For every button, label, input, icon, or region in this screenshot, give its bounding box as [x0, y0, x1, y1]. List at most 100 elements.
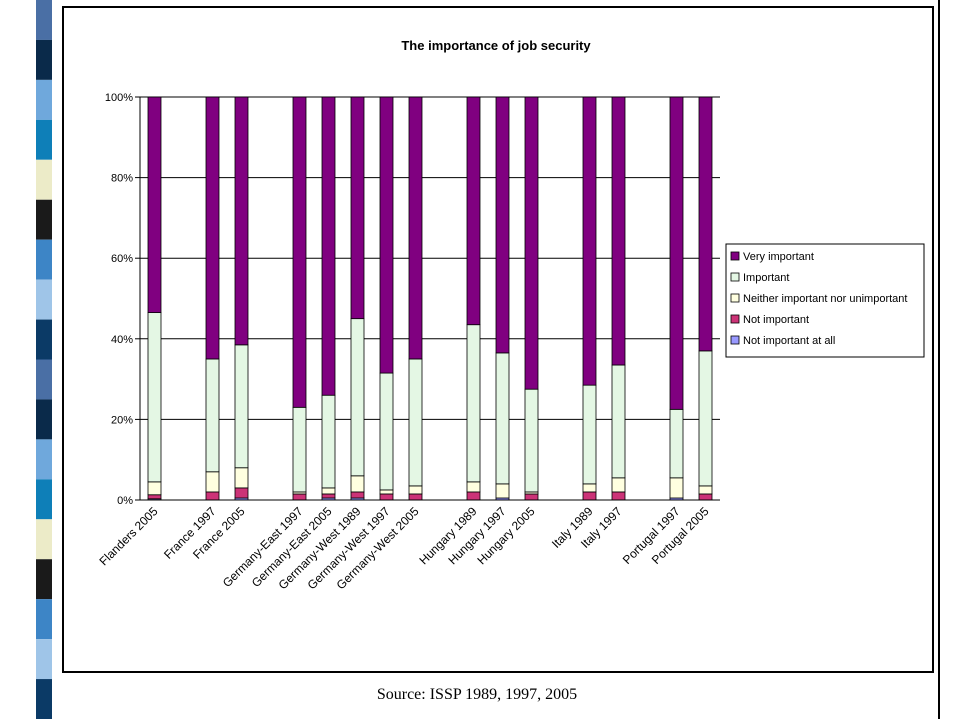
legend-swatch — [730, 251, 740, 261]
bar-segment — [350, 491, 365, 499]
bar-segment — [524, 388, 539, 493]
bar-segment — [466, 96, 481, 326]
legend-label: Very important — [743, 251, 814, 263]
bar-segment — [408, 493, 423, 501]
bar-segment — [234, 487, 249, 499]
source-caption: Source: ISSP 1989, 1997, 2005 — [376, 686, 578, 703]
legend-swatch — [730, 314, 740, 324]
y-tick-label: 60% — [111, 253, 133, 265]
y-tick-label: 40% — [111, 334, 133, 346]
strip-segment — [36, 479, 52, 520]
bar-segment — [321, 394, 336, 489]
bar-segment — [205, 471, 220, 493]
bar-segment — [147, 494, 162, 500]
strip-segment — [36, 199, 52, 240]
strip-segment — [36, 279, 52, 320]
legend-label: Not important — [743, 314, 809, 326]
legend-swatch — [730, 272, 740, 282]
strip-segment — [36, 79, 52, 120]
page-divider — [938, 0, 940, 719]
legend-swatch — [730, 335, 740, 345]
bar-segment — [292, 493, 307, 501]
strip-segment — [36, 679, 52, 719]
legend: Very important Important Neither important… — [725, 243, 925, 358]
strip-segment — [36, 599, 52, 640]
bar-segment — [379, 96, 394, 374]
y-tick-label: 80% — [111, 173, 133, 185]
bar-segment — [234, 344, 249, 469]
strip-segment — [36, 319, 52, 360]
bar-segment — [495, 352, 510, 485]
bar-segment — [582, 483, 597, 493]
bar-segment — [582, 491, 597, 501]
bar-segment — [524, 96, 539, 390]
bar-segment — [611, 364, 626, 479]
bar-segment — [698, 493, 713, 501]
legend-label: Not important at all — [743, 335, 835, 347]
bar-segment — [147, 96, 162, 314]
bar-segment — [611, 491, 626, 501]
bar-segment — [408, 485, 423, 495]
bars — [147, 96, 713, 501]
bar-segment — [408, 358, 423, 487]
strip-segment — [36, 39, 52, 80]
strip-blank — [0, 0, 36, 719]
x-tick-label: Flanders 2005 — [96, 504, 160, 568]
bar-segment — [669, 477, 684, 499]
legend-label: Important — [743, 272, 789, 284]
bar-segment — [350, 96, 365, 320]
bar-segment — [205, 358, 220, 473]
bar-segment — [379, 372, 394, 491]
bar-segment — [292, 96, 307, 408]
bar-segment — [205, 96, 220, 360]
bar-segment — [611, 477, 626, 493]
y-axis-ticks: 0% 20% 40% 60% 80% 100% — [105, 92, 140, 507]
bar-segment — [147, 312, 162, 483]
strip-segment — [36, 359, 52, 400]
bar-segment — [698, 96, 713, 352]
bar-segment — [147, 481, 162, 496]
y-tick-label: 0% — [117, 495, 133, 507]
bar-segment — [466, 481, 481, 493]
y-tick-label: 20% — [111, 414, 133, 426]
strip-segment — [36, 159, 52, 200]
stacked-bar-chart: The importance of job security 0% 20% 40% 6… — [96, 38, 925, 592]
bar-segment — [321, 96, 336, 396]
bar-segment — [495, 483, 510, 499]
bar-segment — [466, 324, 481, 483]
bar-segment — [698, 485, 713, 495]
strip-segment — [36, 239, 52, 280]
bar-segment — [379, 493, 394, 501]
legend-swatch — [730, 293, 740, 303]
strip-segment — [36, 119, 52, 160]
strip-segment — [36, 399, 52, 440]
strip-segment — [36, 639, 52, 680]
legend-label: Neither important nor unimportant — [743, 293, 907, 305]
bar-segment — [321, 487, 336, 495]
bar-segment — [234, 467, 249, 489]
bar-segment — [234, 96, 249, 346]
bar-segment — [205, 491, 220, 501]
bar-segment — [466, 491, 481, 501]
bar-segment — [669, 408, 684, 479]
bar-segment — [408, 96, 423, 360]
bar-segment — [379, 489, 394, 495]
strip-segment — [36, 559, 52, 600]
axes — [139, 97, 720, 501]
bar-segment — [495, 96, 510, 354]
y-tick-label: 100% — [105, 92, 133, 104]
decorative-color-strip — [0, 0, 52, 719]
strip-segment — [36, 439, 52, 480]
chart-title: The importance of job security — [401, 38, 591, 53]
bar-segment — [350, 318, 365, 477]
bar-segment — [611, 96, 626, 366]
legend-box — [725, 243, 925, 358]
bar-segment — [524, 493, 539, 501]
gridlines — [140, 96, 720, 501]
bar-segment — [669, 96, 684, 410]
strip-segment — [36, 519, 52, 560]
bar-segment — [582, 384, 597, 485]
strip-segment — [36, 0, 52, 40]
bar-segment — [582, 96, 597, 386]
